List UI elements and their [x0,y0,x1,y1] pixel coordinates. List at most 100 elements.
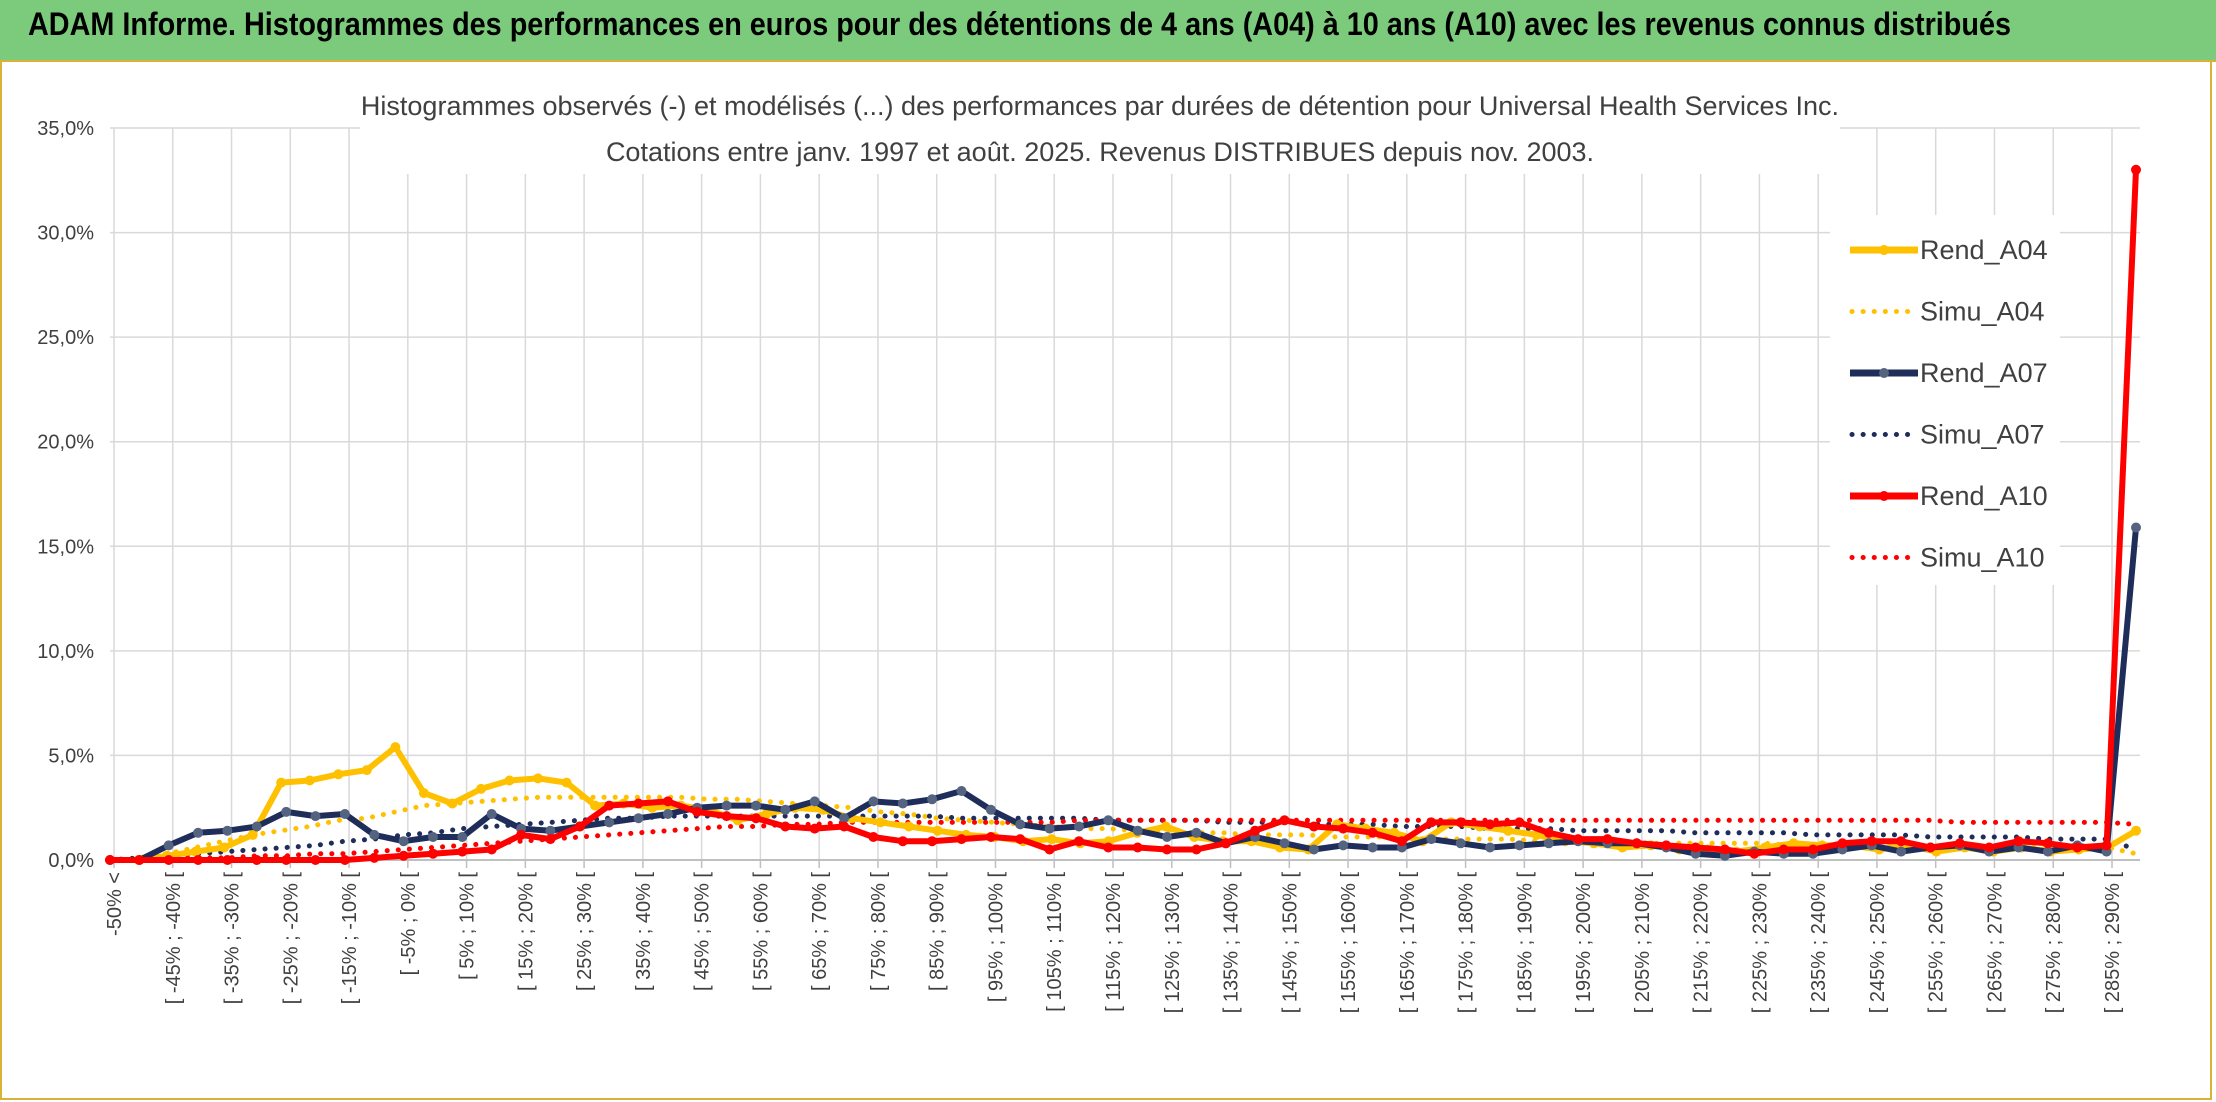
data-point [545,825,556,836]
data-point [1573,834,1584,845]
data-point [457,846,468,857]
data-point [692,806,703,817]
title-banner: ADAM Informe. Histogrammes des performan… [0,0,2216,62]
data-point [932,825,943,836]
data-point [1044,823,1055,834]
data-point [1808,844,1818,855]
x-tick-label: [ 5% ; 10% [ [457,872,479,980]
x-tick-label: [ 245% ; 250% [ [1867,872,1889,1014]
x-tick-label: [ 135% ; 140% [ [1221,872,1243,1014]
data-point [2072,842,2083,853]
data-point [985,804,996,815]
data-point [780,804,791,815]
series-Simu_A10 [107,817,2139,863]
data-point [780,821,791,832]
data-point [1074,836,1084,847]
data-point [310,855,321,865]
data-point [428,832,438,842]
data-point [193,827,204,838]
x-tick-label: [ 65% ; 70% [ [809,872,831,991]
data-point [1191,844,1202,855]
data-point [1866,836,1877,847]
legend-label: Rend_A07 [1920,358,2048,388]
legend-label: Rend_A10 [1920,481,2048,511]
data-point [662,796,673,807]
data-point [281,855,292,865]
legend-label: Simu_A04 [1920,297,2045,327]
data-point [1455,817,1466,828]
data-point [105,855,115,865]
data-point [1896,836,1907,847]
x-tick-label: [ 145% ; 150% [ [1279,872,1301,1014]
x-tick-label: [ 155% ; 160% [ [1338,872,1360,1014]
data-point [604,817,615,828]
data-point [1015,819,1026,830]
data-point [1690,842,1701,853]
data-point [1661,840,1672,851]
data-point [1308,844,1319,855]
data-point [1015,834,1026,845]
data-point [1788,838,1799,849]
y-axis-ticks: 0,0% 5,0% 10,0% 15,0% 20,0% 25,0% 30,0% 35,0% [37,118,94,872]
series-lines [105,164,2141,865]
data-point [1162,832,1172,842]
data-point [2042,838,2053,849]
data-point [486,844,497,855]
data-point [897,836,908,847]
x-tick-label: [ 165% ; 170% [ [1397,872,1419,1014]
data-point [927,794,938,805]
legend-item-Rend_A07: Rend_A07 [1850,358,2048,388]
legend-background [1830,215,2060,585]
data-point [276,777,287,788]
data-point [1602,834,1613,845]
data-point [875,817,886,828]
chart-title: Histogrammes observés (-) et modélisés (… [361,91,1839,121]
data-point [1485,819,1495,830]
x-tick-label: [ 115% ; 120% [ [1103,872,1125,1012]
data-point [339,855,350,865]
data-point [1046,834,1057,845]
series-line-Rend_A10 [110,169,2139,863]
data-point [1044,844,1055,855]
y-tick-label: 10,0% [37,641,94,663]
y-tick-label: 5,0% [48,745,94,767]
data-point [1191,827,1202,838]
report-title: ADAM Informe. Histogrammes des performan… [28,6,2012,42]
y-tick-label: 20,0% [37,432,94,454]
data-point [1837,838,1848,849]
data-point [662,809,673,819]
data-point [504,775,515,786]
x-tick-label: [ -45% ; -40% [ [163,872,185,1005]
data-point [1503,825,1514,836]
x-tick-label: [ 185% ; 190% [ [1514,872,1536,1014]
data-point [809,796,820,807]
x-tick-label: [ 235% ; 240% [ [1808,872,1830,1014]
data-point [1308,821,1319,832]
data-point [310,811,321,822]
data-point [1514,817,1525,828]
data-point [398,836,409,847]
data-point [219,842,230,853]
legend-marker [1879,368,1889,378]
data-point [2013,836,2024,847]
data-point [839,813,850,824]
x-tick-label: [ -15% ; -10% [ [339,872,361,1005]
data-point [1367,827,1378,838]
data-point [574,821,585,832]
data-point [1954,838,1965,849]
data-point [545,834,556,845]
data-point [1250,825,1261,836]
legend-item-Rend_A10: Rend_A10 [1850,481,2048,511]
data-point [251,855,262,865]
data-point [1778,844,1789,855]
legend-label: Simu_A07 [1920,420,2045,450]
x-tick-label: [ 95% ; 100% [ [985,872,1007,1003]
x-tick-label: [ -25% ; -20% [ [280,872,302,1005]
data-point [251,821,262,832]
gridlines [110,127,2140,868]
data-point [447,798,458,809]
data-point [1367,842,1378,853]
data-point [985,832,996,842]
data-point [956,834,967,845]
